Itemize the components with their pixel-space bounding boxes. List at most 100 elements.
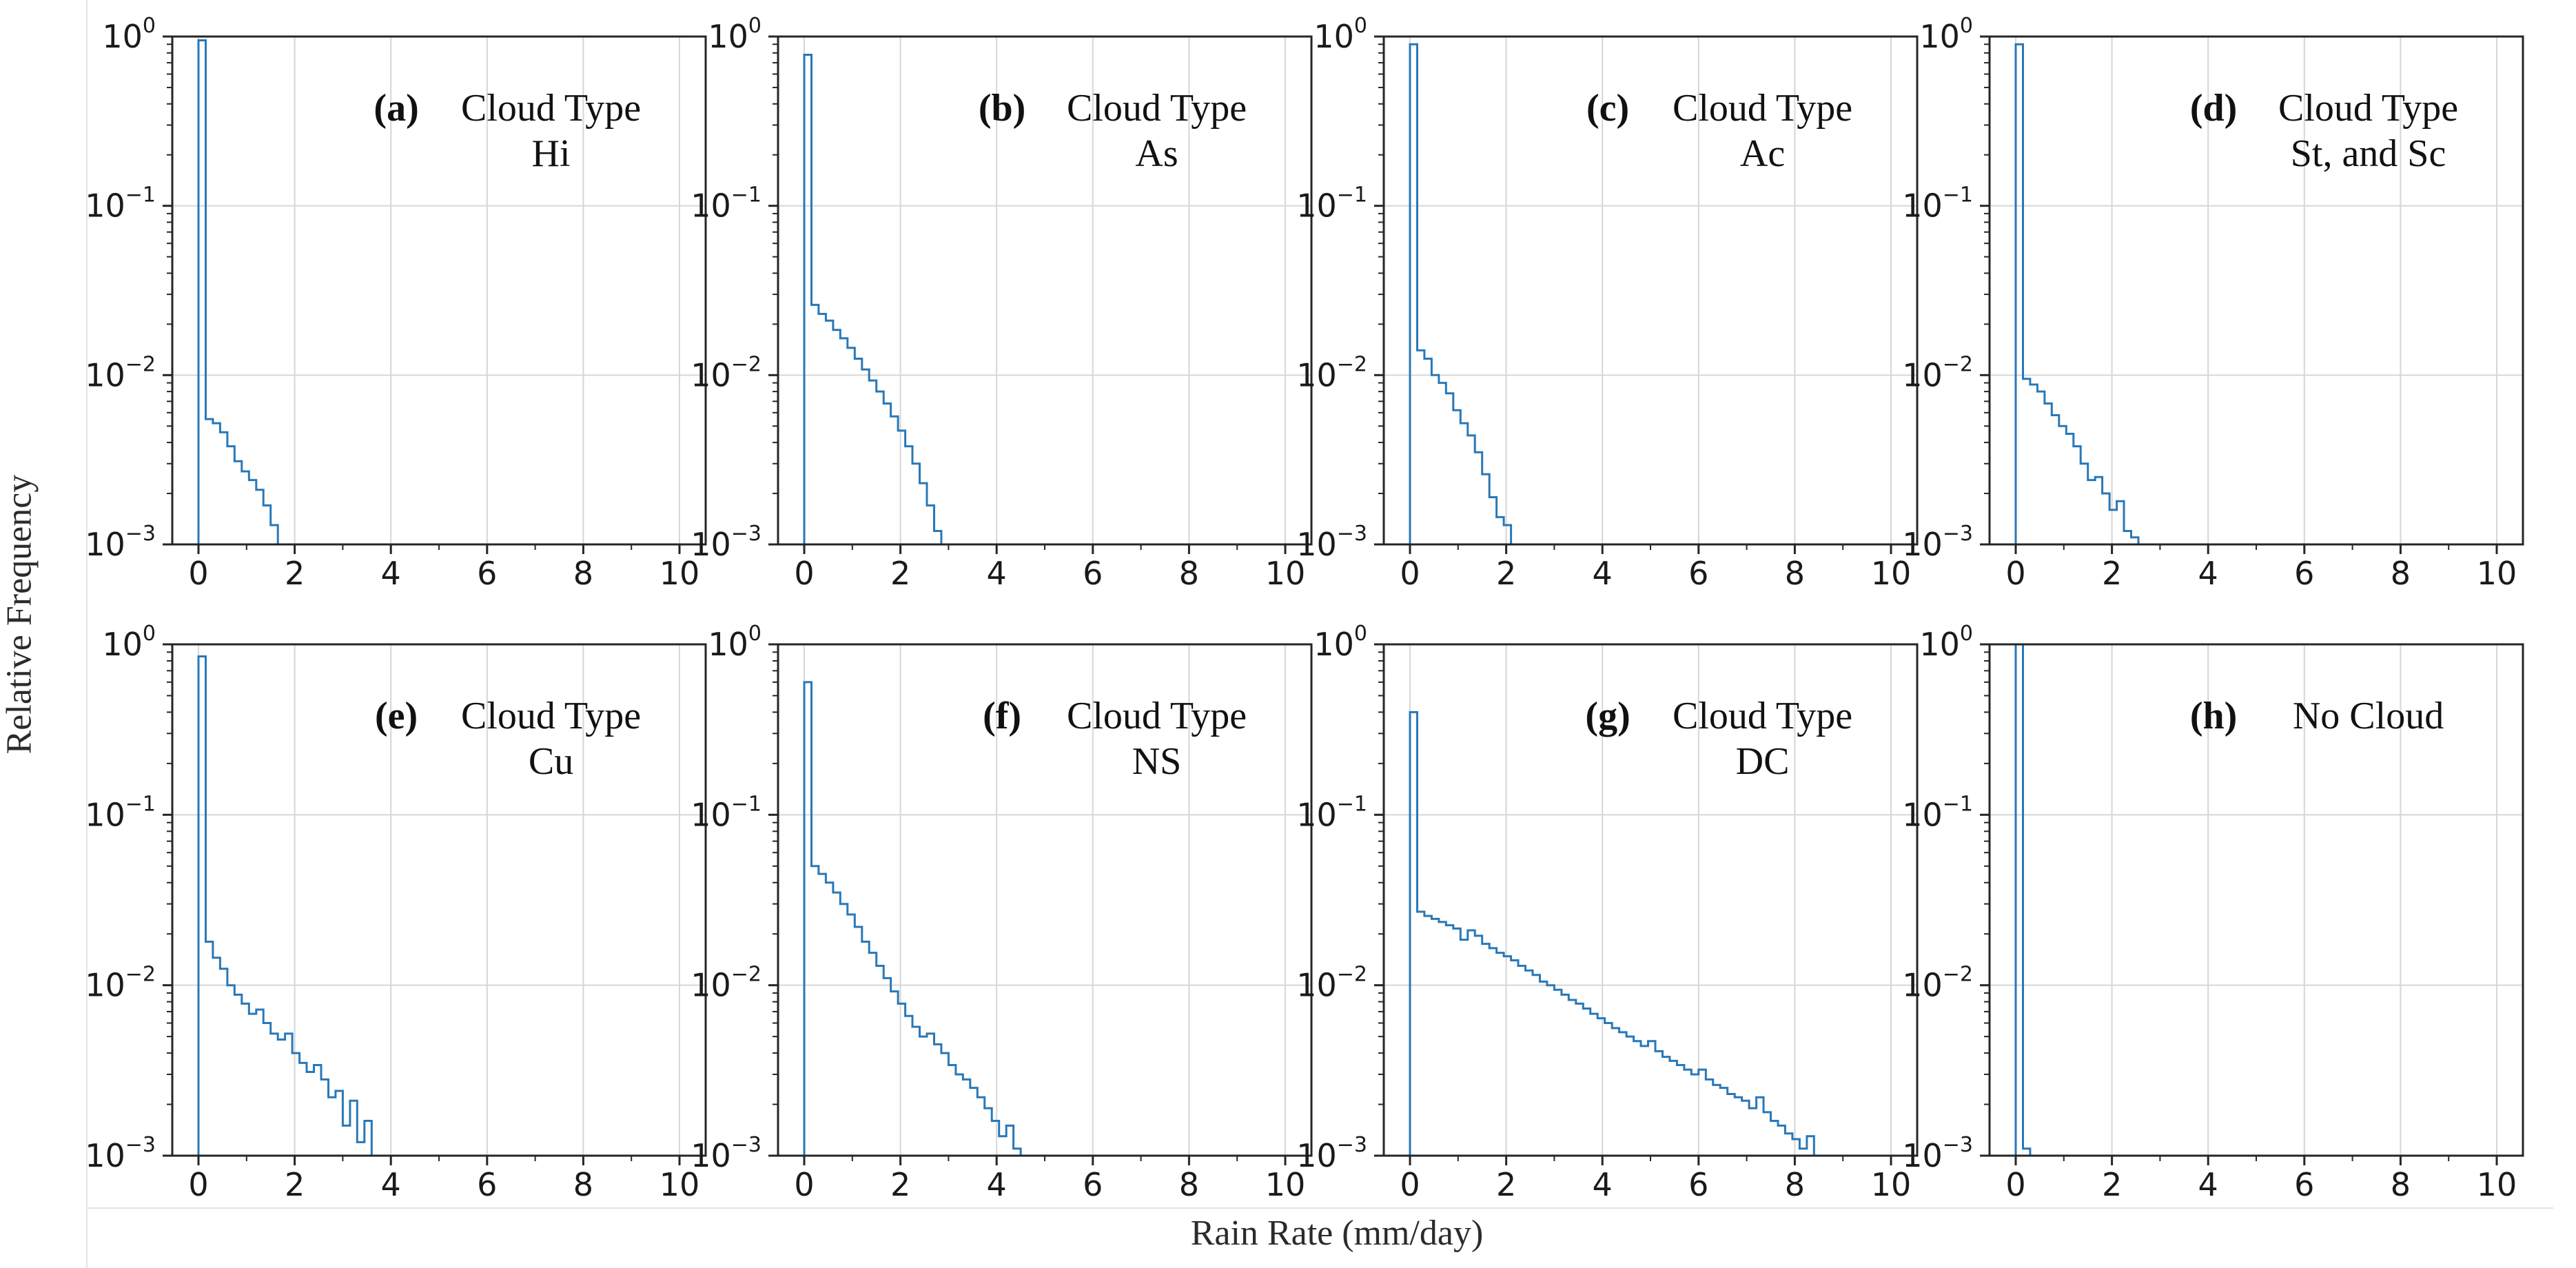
y-tick-label: 10−2: [691, 963, 761, 1004]
y-tick-label: 10−3: [691, 1133, 761, 1174]
histogram-step-line: [2014, 643, 2032, 1156]
y-tick-label: 10−3: [85, 1133, 156, 1174]
panel-title-line: Cloud Type: [461, 695, 641, 737]
x-tick-label: 0: [188, 555, 208, 592]
chart-panel-b: 0 2 4 6 8 10 100 10−1 10−2 10−3 (b) Cloud Type As: [691, 14, 1313, 592]
x-tick-label: 10: [2477, 1166, 2517, 1203]
gridlines: [172, 644, 706, 1156]
chart-panel-g: 0 2 4 6 8 10 100 10−1 10−2 10−3 (g) Cloud Type DC: [1296, 622, 1919, 1203]
y-tick-label: 100: [102, 622, 156, 663]
panel-letter: (c): [1586, 87, 1629, 130]
panel-letter: (f): [983, 695, 1021, 737]
x-tick-label: 8: [2391, 1166, 2411, 1203]
panel-title-line: Cloud Type: [1673, 87, 1852, 130]
x-tick-label: 0: [2005, 555, 2025, 592]
y-tick-label: 100: [1313, 14, 1367, 55]
x-tick-label: 8: [573, 555, 593, 592]
x-tick-label: 2: [890, 1166, 910, 1203]
y-tick-label: 100: [102, 14, 156, 55]
x-tick-label: 2: [2102, 555, 2122, 592]
chart-panel-e: 0 2 4 6 8 10 100 10−1 10−2 10−3 (e) Cloud Type Cu: [85, 622, 707, 1203]
chart-panel-a: 0 2 4 6 8 10 100 10−1 10−2 10−3 (a) Cloud Type Hi: [85, 14, 707, 592]
x-axis-label: Rain Rate (mm/day): [1190, 1214, 1484, 1253]
x-tick-label: 10: [1265, 555, 1306, 592]
tick-marks: [768, 35, 1287, 554]
x-tick-label: 4: [381, 555, 401, 592]
y-tick-label: 100: [1313, 622, 1367, 663]
y-tick-label: 10−3: [691, 522, 761, 563]
x-tick-label: 0: [2005, 1166, 2025, 1203]
panel-title-line: Hi: [532, 132, 571, 175]
chart-panel-d: 0 2 4 6 8 10 100 10−1 10−2 10−3 (d) Cloud Type St, a…: [1902, 14, 2524, 592]
y-tick-label: 10−3: [1296, 522, 1367, 563]
y-tick-label: 100: [1919, 14, 1973, 55]
panel-letter: (b): [979, 87, 1025, 130]
x-tick-label: 0: [1400, 555, 1420, 592]
x-tick-label: 6: [1083, 555, 1103, 592]
tick-marks: [1374, 35, 1892, 554]
panel-title-line: Cloud Type: [461, 87, 641, 130]
y-tick-label: 10−1: [1902, 183, 1973, 225]
histogram-step-line: [1409, 43, 1518, 546]
panel-title-line: Cloud Type: [1673, 695, 1852, 737]
panel-title-line: Ac: [1740, 132, 1785, 175]
y-tick-label: 10−1: [691, 792, 761, 833]
chart-panel-c: 0 2 4 6 8 10 100 10−1 10−2 10−3 (c) Cloud Type Ac: [1296, 14, 1919, 592]
panel-title-line: St, and Sc: [2291, 132, 2446, 175]
x-tick-label: 0: [1400, 1166, 1420, 1203]
x-tick-label: 10: [2477, 555, 2517, 592]
histogram-step-line: [803, 54, 943, 544]
x-tick-label: 4: [2198, 555, 2218, 592]
x-tick-label: 2: [285, 555, 305, 592]
panel-title-line: DC: [1736, 740, 1790, 783]
x-tick-label: 2: [285, 1166, 305, 1203]
x-tick-label: 6: [2294, 1166, 2314, 1203]
x-tick-label: 0: [188, 1166, 208, 1203]
tick-marks: [163, 643, 681, 1165]
histogram-step-line: [2014, 43, 2140, 544]
histogram-step-line: [1409, 710, 1815, 1156]
y-tick-label: 10−2: [85, 352, 156, 393]
panel-title-line: Cloud Type: [1067, 87, 1247, 130]
tick-marks: [1980, 643, 2498, 1165]
x-tick-label: 6: [477, 555, 497, 592]
page-border-horizontal: [86, 1207, 2553, 1209]
tick-marks: [163, 35, 681, 554]
panel-letter: (e): [375, 695, 418, 737]
y-tick-label: 10−1: [85, 183, 156, 225]
panel-title-line: Cloud Type: [2278, 87, 2458, 130]
panel-title-line: NS: [1132, 740, 1182, 783]
panel-title-line: Cloud Type: [1067, 695, 1247, 737]
panel-title-line: As: [1135, 132, 1178, 175]
x-tick-label: 4: [987, 555, 1007, 592]
histogram-step-line: [197, 655, 373, 1156]
x-tick-label: 4: [1593, 555, 1613, 592]
x-tick-label: 2: [1496, 555, 1516, 592]
x-tick-label: 4: [381, 1166, 401, 1203]
chart-panel-h: 0 2 4 6 8 10 100 10−1 10−2 10−3 (h) No Cloud: [1902, 622, 2524, 1203]
x-tick-label: 4: [2198, 1166, 2218, 1203]
y-tick-label: 10−1: [691, 183, 761, 225]
y-tick-label: 10−2: [1902, 352, 1973, 393]
page-border-vertical: [86, 0, 88, 1268]
x-tick-label: 0: [794, 555, 814, 592]
panel-letter: (a): [374, 87, 418, 130]
y-tick-label: 100: [1919, 622, 1973, 663]
y-tick-label: 10−1: [1902, 792, 1973, 833]
y-tick-label: 10−3: [85, 522, 156, 563]
x-tick-label: 10: [1265, 1166, 1306, 1203]
histogram-step-line: [197, 39, 279, 544]
x-tick-label: 10: [1871, 555, 1912, 592]
x-tick-label: 2: [2102, 1166, 2122, 1203]
y-tick-label: 100: [708, 622, 761, 663]
x-tick-label: 10: [660, 1166, 700, 1203]
x-tick-label: 8: [1785, 1166, 1805, 1203]
x-tick-label: 8: [1785, 555, 1805, 592]
